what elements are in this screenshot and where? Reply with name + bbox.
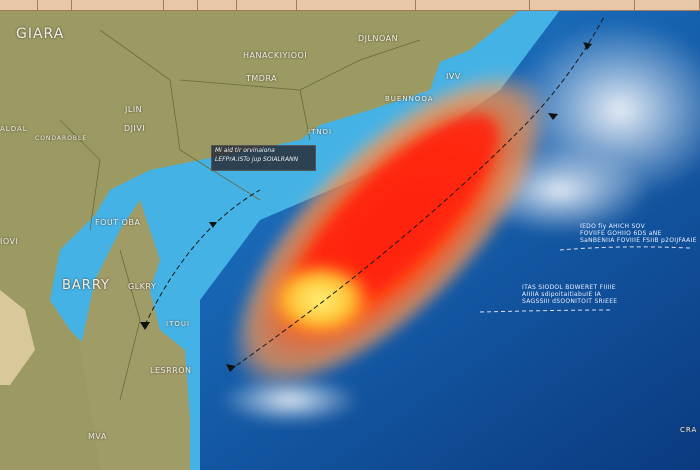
callout-line: LEFPrA.ISTo jup SOIALRANN [215, 156, 299, 163]
annotation-block: IEDO fiy AHICH SOV FOVIIFE GOHIIO 6DS aN… [580, 223, 697, 244]
peninsula [80, 200, 190, 470]
map-label: MVA [88, 432, 107, 441]
annotation-line: FOVIIFE GOHIIO 6DS aNE [580, 230, 662, 237]
map-label: CRA [680, 426, 698, 434]
top-scale-bar [0, 0, 700, 11]
map-label: DJIVI [124, 124, 146, 133]
map-label: ALDAL [0, 125, 28, 133]
map-label: GLKRY [128, 282, 157, 291]
map-label: DJLNOAN [358, 34, 399, 43]
map-label: BUENNOOA [385, 95, 434, 103]
borders [59, 29, 421, 401]
annotation-line: ITAS SIODOL BDWERET FIIIIE [522, 284, 616, 291]
map-label: HANACKIYIOOI [243, 51, 308, 60]
map-label: GIARA [16, 26, 65, 42]
storm-callout-box: Mi aid tir orvinaiona LEFPrA.ISTo jup SO… [211, 145, 316, 171]
map-label: IVV [446, 72, 461, 81]
map-label: LESRRON [150, 366, 192, 375]
storm-eye [265, 260, 375, 340]
track-markers [140, 42, 592, 372]
map-label: ITNDI [308, 128, 333, 136]
annotation-line: IEDO fiy AHICH SOV [580, 223, 645, 230]
callout-line: Mi aid tir orvinaiona [215, 147, 275, 154]
annotation-block: ITAS SIODOL BDWERET FIIIIE AIIIIA sdipoi… [522, 284, 617, 305]
map-label: ITOUI [166, 320, 191, 328]
map-label: CONDAROBLE [35, 135, 88, 142]
map-label: BARRY [62, 278, 110, 293]
map-label: FOUT OBA [95, 218, 141, 227]
annotation-line: AIIIIA sdipoitaitiabuIE IA [522, 291, 602, 298]
island [0, 290, 35, 385]
map-label: TMDRA [246, 74, 278, 83]
storm-track [144, 14, 606, 371]
annotation-line: SaNBENIIA FOVIIIE FSIIB p2OIJFAAIE [580, 237, 697, 244]
map-label: IOVI [0, 237, 19, 246]
mainland [0, 10, 520, 470]
map-label: JLIN [125, 105, 143, 114]
annotation-line: SAGSSIII dSOONITOIT SRIEEE [522, 298, 618, 305]
